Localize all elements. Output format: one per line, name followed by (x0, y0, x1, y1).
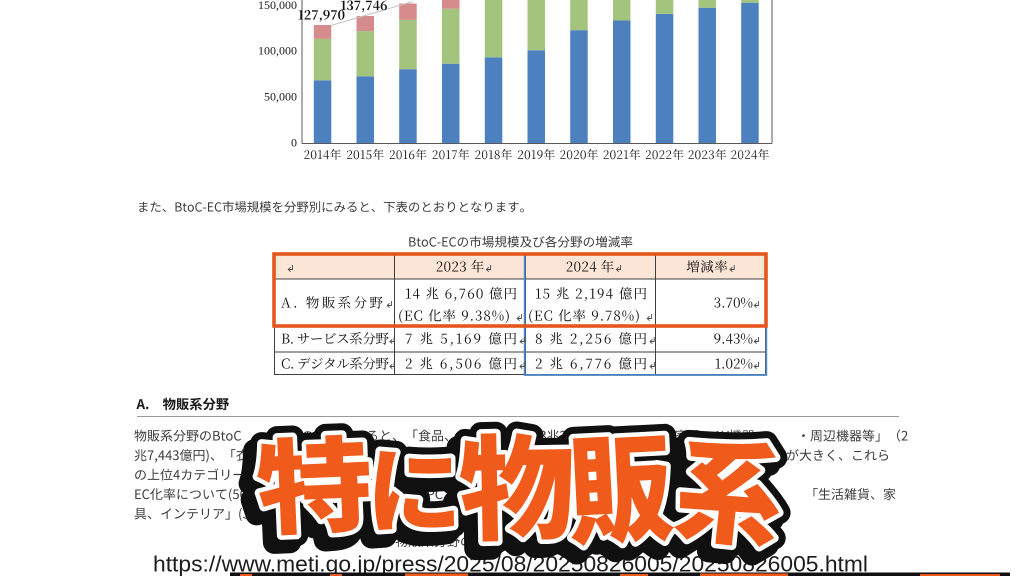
svg-text:0: 0 (291, 136, 297, 150)
svg-text:150,000: 150,000 (258, 0, 297, 12)
svg-text:100,000: 100,000 (258, 44, 297, 58)
svg-text:50,000: 50,000 (264, 90, 297, 104)
